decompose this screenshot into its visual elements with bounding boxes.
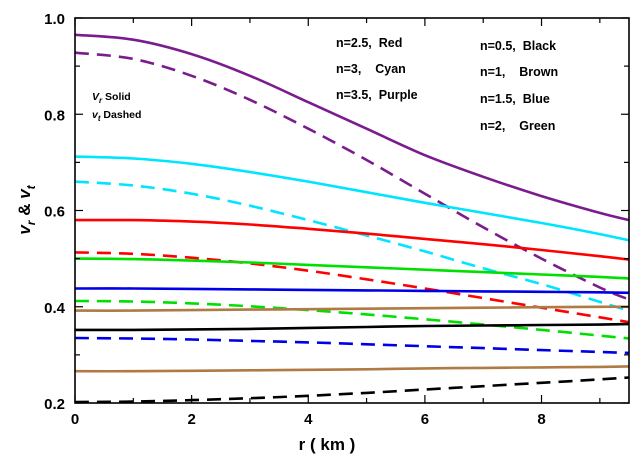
x-tick-label: 4 bbox=[304, 411, 313, 428]
series-line-3 bbox=[74, 180, 630, 312]
series-line-5 bbox=[74, 251, 630, 324]
series-line-9 bbox=[74, 336, 630, 355]
legend-entry-n2.5: n=2.5, Red bbox=[336, 36, 402, 50]
x-tick-label: 0 bbox=[71, 411, 79, 428]
legend-entry-n3: n=3, Cyan bbox=[336, 62, 406, 76]
x-axis-title: r ( km ) bbox=[299, 435, 356, 454]
series-line-1 bbox=[74, 51, 630, 301]
series-line-11 bbox=[74, 376, 630, 404]
series-line-12 bbox=[74, 305, 630, 312]
y-tick-label: 1.0 bbox=[44, 11, 65, 28]
curves-layer bbox=[74, 33, 630, 404]
legend-entry-n0.5: n=0.5, Black bbox=[480, 39, 556, 53]
series-line-4 bbox=[74, 218, 630, 261]
y-axis-title: vr & vt bbox=[15, 184, 38, 234]
y-tick-label: 0.8 bbox=[44, 107, 65, 124]
series-line-2 bbox=[74, 155, 630, 242]
style-note-solid: Vr Solid bbox=[92, 91, 131, 105]
y-tick-label: 0.4 bbox=[44, 300, 66, 317]
x-tick-label: 2 bbox=[187, 411, 195, 428]
series-line-7 bbox=[74, 299, 630, 340]
legend-entry-n3.5: n=3.5, Purple bbox=[336, 88, 418, 102]
style-note-dashed: vt Dashed bbox=[92, 109, 141, 123]
series-line-8 bbox=[74, 287, 630, 295]
y-tick-label: 0.2 bbox=[44, 396, 65, 413]
legend: n=2.5, Red n=3, Cyan n=3.5, Purple n=0.5… bbox=[336, 36, 558, 133]
style-note: Vr Solid vt Dashed bbox=[92, 91, 141, 123]
legend-entry-n1: n=1, Brown bbox=[480, 65, 558, 79]
svg-text:vr & vt: vr & vt bbox=[15, 184, 38, 234]
legend-entry-n2: n=2, Green bbox=[480, 119, 555, 133]
series-line-6 bbox=[74, 257, 630, 280]
legend-entry-n1.5: n=1.5, Blue bbox=[480, 92, 550, 106]
series-line-10 bbox=[75, 322, 630, 332]
series-line-13 bbox=[74, 365, 630, 373]
y-tick-label: 0.6 bbox=[44, 204, 65, 221]
axis-ticks: 0 2 4 6 8 0.2 0.4 0.6 0.8 1.0 bbox=[44, 11, 629, 428]
series-line-0 bbox=[74, 33, 630, 222]
x-tick-label: 6 bbox=[421, 411, 429, 428]
x-tick-label: 8 bbox=[537, 411, 545, 428]
